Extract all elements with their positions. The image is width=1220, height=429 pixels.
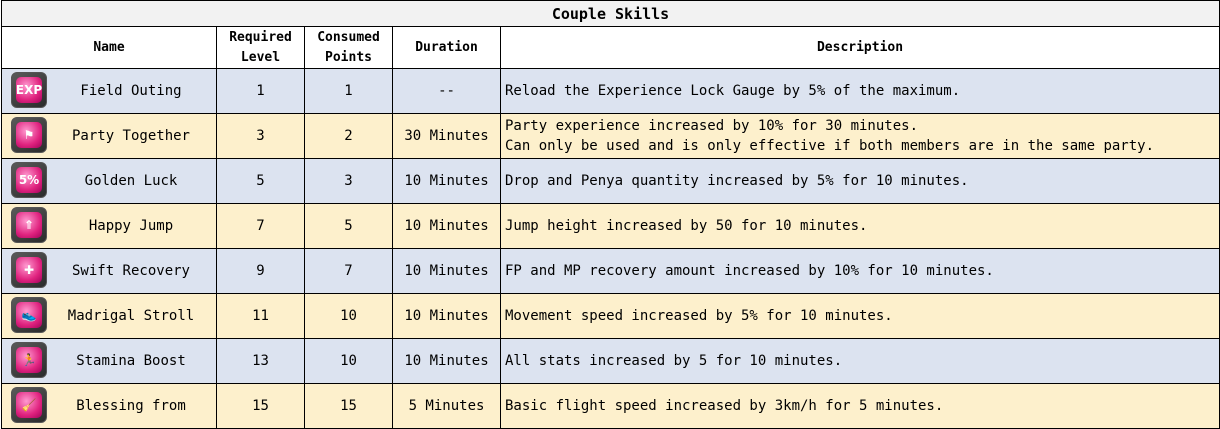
table-row: 🧹 Blessing from 15 15 5 Minutes Basic flight … [1, 383, 1220, 429]
description-line: All stats increased by 5 for 10 minutes. [505, 353, 843, 369]
description-line: Can only be used and is only effective i… [505, 138, 1155, 154]
duration-cell: 30 Minutes [392, 113, 501, 159]
skill-name: Field Outing [80, 83, 182, 99]
party-icon: ⚑ [11, 117, 47, 153]
icon-glyph: EXP [16, 77, 42, 103]
skill-name: Happy Jump [88, 218, 174, 234]
consumed-points-cell: 7 [304, 248, 393, 294]
boot-icon: 👟 [11, 297, 47, 333]
header-duration: Duration [392, 26, 501, 69]
broom-icon: 🧹 [11, 387, 47, 423]
required-level-cell: 9 [216, 248, 305, 294]
consumed-points-cell: 15 [304, 383, 393, 429]
running-figure-icon: 🏃 [11, 342, 47, 378]
duration-cell: 10 Minutes [392, 293, 501, 339]
duration-cell: 10 Minutes [392, 203, 501, 249]
skill-name: Blessing from [76, 398, 186, 414]
skill-name: Swift Recovery [71, 263, 190, 279]
table-title: Couple Skills [0, 0, 1220, 27]
table-row: ✚ Swift Recovery 9 7 10 Minutes FP and MP rec… [1, 248, 1220, 294]
required-level-cell: 11 [216, 293, 305, 339]
header-consumed-points-line2: Points [325, 49, 372, 65]
skill-rows: EXP Field Outing 1 1 -- Reload the Experience… [1, 68, 1220, 429]
description-cell: Movement speed increased by 5% for 10 mi… [499, 293, 1220, 339]
header-consumed-points: Consumed Points [304, 26, 393, 69]
description-cell: Basic flight speed increased by 3km/h fo… [499, 383, 1220, 429]
required-level-cell: 13 [216, 338, 305, 384]
description-line: Jump height increased by 50 for 10 minut… [505, 218, 868, 234]
required-level-cell: 15 [216, 383, 305, 429]
consumed-points-cell: 2 [304, 113, 393, 159]
exp-icon: EXP [11, 72, 47, 108]
skill-name-cell: 5% Golden Luck [1, 158, 217, 204]
header-consumed-points-line1: Consumed [317, 29, 380, 45]
skill-name: Party Together [71, 128, 190, 144]
icon-glyph: ⇑ [16, 212, 42, 238]
icon-glyph: 👟 [16, 302, 42, 328]
table-row: 5% Golden Luck 5 3 10 Minutes Drop and Penya … [1, 158, 1220, 204]
required-level-cell: 1 [216, 68, 305, 114]
icon-glyph: ⚑ [16, 122, 42, 148]
skill-name-cell: ⚑ Party Together [1, 113, 217, 159]
skill-name: Madrigal Stroll [67, 308, 195, 324]
description-line: FP and MP recovery amount increased by 1… [505, 263, 994, 279]
header-required-level-line1: Required [229, 29, 292, 45]
description-cell: Party experience increased by 10% for 30… [499, 113, 1220, 159]
icon-glyph: 🧹 [16, 392, 42, 418]
description-line: Drop and Penya quantity increased by 5% … [505, 173, 969, 189]
duration-cell: 10 Minutes [392, 338, 501, 384]
required-level-cell: 7 [216, 203, 305, 249]
jump-arrow-icon: ⇑ [11, 207, 47, 243]
skill-name: Golden Luck [84, 173, 178, 189]
consumed-points-cell: 10 [304, 293, 393, 339]
header-required-level-line2: Level [240, 49, 281, 65]
description-line: Basic flight speed increased by 3km/h fo… [505, 398, 944, 414]
description-cell: Drop and Penya quantity increased by 5% … [499, 158, 1220, 204]
skill-name: Stamina Boost [76, 353, 186, 369]
duration-cell: 5 Minutes [392, 383, 501, 429]
table-row: 👟 Madrigal Stroll 11 10 10 Minutes Movement s… [1, 293, 1220, 339]
skill-name-cell: 👟 Madrigal Stroll [1, 293, 217, 339]
header-description: Description [499, 26, 1220, 69]
icon-glyph: 🏃 [16, 347, 42, 373]
header-required-level: Required Level [216, 26, 305, 69]
description-line: Movement speed increased by 5% for 10 mi… [505, 308, 893, 324]
description-line: Reload the Experience Lock Gauge by 5% o… [505, 83, 961, 99]
skill-name-cell: EXP Field Outing [1, 68, 217, 114]
consumed-points-cell: 5 [304, 203, 393, 249]
table-row: ⇑ Happy Jump 7 5 10 Minutes Jump height incre… [1, 203, 1220, 249]
consumed-points-cell: 10 [304, 338, 393, 384]
icon-glyph: ✚ [16, 257, 42, 283]
description-cell: Jump height increased by 50 for 10 minut… [499, 203, 1220, 249]
duration-cell: -- [392, 68, 501, 114]
skill-name-cell: ⇑ Happy Jump [1, 203, 217, 249]
description-cell: FP and MP recovery amount increased by 1… [499, 248, 1220, 294]
description-cell: All stats increased by 5 for 10 minutes. [499, 338, 1220, 384]
consumed-points-cell: 3 [304, 158, 393, 204]
table-row: 🏃 Stamina Boost 13 10 10 Minutes All stats in… [1, 338, 1220, 384]
table-row: ⚑ Party Together 3 2 30 Minutes Party experie… [1, 113, 1220, 159]
icon-glyph: 5% [16, 167, 42, 193]
luck-bag-icon: 5% [11, 162, 47, 198]
required-level-cell: 5 [216, 158, 305, 204]
required-level-cell: 3 [216, 113, 305, 159]
duration-cell: 10 Minutes [392, 158, 501, 204]
consumed-points-cell: 1 [304, 68, 393, 114]
description-line: Party experience increased by 10% for 30… [505, 118, 919, 134]
skill-name-cell: 🧹 Blessing from [1, 383, 217, 429]
description-cell: Reload the Experience Lock Gauge by 5% o… [499, 68, 1220, 114]
table-row: EXP Field Outing 1 1 -- Reload the Experience… [1, 68, 1220, 114]
recovery-cross-icon: ✚ [11, 252, 47, 288]
header-name: Name [1, 26, 217, 69]
duration-cell: 10 Minutes [392, 248, 501, 294]
skill-name-cell: ✚ Swift Recovery [1, 248, 217, 294]
skill-name-cell: 🏃 Stamina Boost [1, 338, 217, 384]
